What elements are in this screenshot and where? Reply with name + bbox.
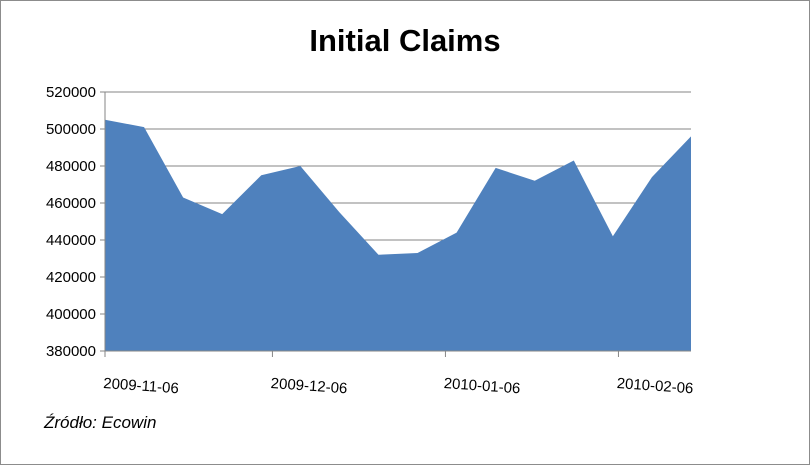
y-tick-label: 500000 bbox=[46, 121, 96, 138]
x-tick-label: 2010-01-06 bbox=[443, 375, 521, 397]
y-tick-label: 480000 bbox=[46, 158, 96, 175]
x-tick-label: 2010-02-06 bbox=[616, 375, 694, 397]
y-tick-label: 440000 bbox=[46, 232, 96, 249]
area-series bbox=[105, 119, 691, 351]
y-tick-label: 380000 bbox=[46, 343, 96, 360]
x-tick-label: 2009-11-06 bbox=[103, 375, 180, 397]
y-tick-label: 520000 bbox=[46, 84, 96, 101]
source-note: Źródło: Ecowin bbox=[44, 413, 157, 432]
x-tick-label: 2009-12-06 bbox=[270, 375, 348, 397]
chart-title: Initial Claims bbox=[309, 23, 501, 58]
y-tick-label: 460000 bbox=[46, 195, 96, 212]
y-tick-label: 400000 bbox=[46, 306, 96, 323]
y-tick-label: 420000 bbox=[46, 269, 96, 286]
